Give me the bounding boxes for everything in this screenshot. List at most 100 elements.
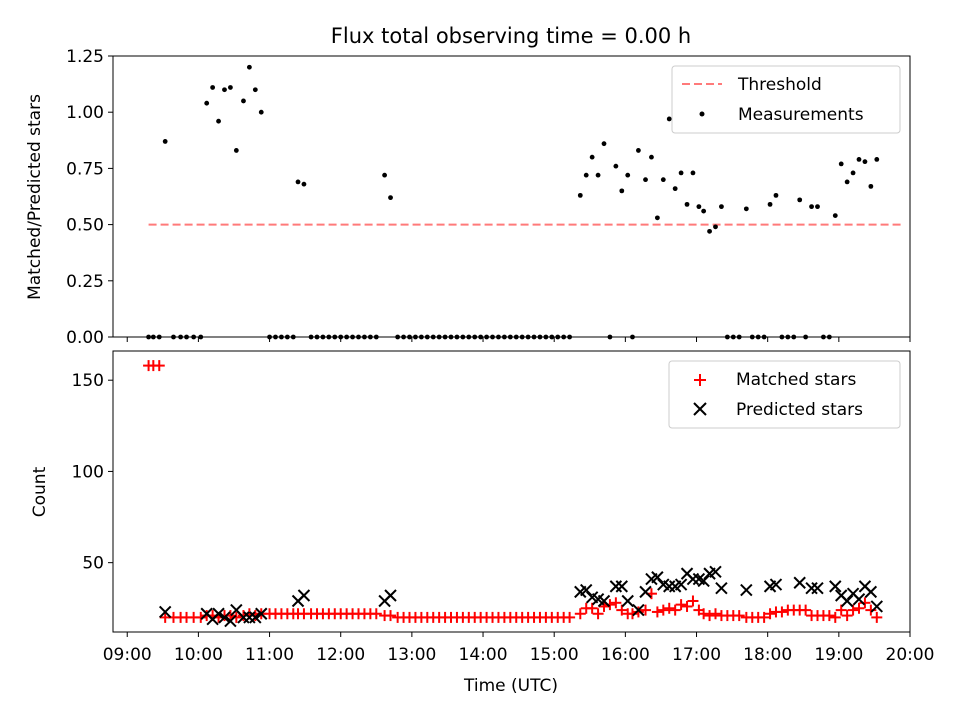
measurement-point [233, 148, 239, 153]
predicted-star-point [224, 614, 237, 628]
measurement-point [678, 170, 684, 176]
predicted-star-point [829, 580, 842, 593]
bottom-y-tick-label: 100 [72, 462, 104, 482]
measurement-point [874, 157, 880, 162]
matched-star-point [610, 597, 622, 609]
predicted-star-stroke-b [651, 571, 664, 584]
measurement-point [613, 163, 619, 169]
matched-star-point [758, 611, 770, 623]
matched-star-point [764, 608, 776, 620]
matched-star-point [841, 610, 853, 622]
bottom-x-tick-label: 11:00 [245, 645, 294, 665]
measurement-point [797, 197, 803, 203]
measurement-point [719, 204, 724, 210]
measurement-point [856, 157, 862, 162]
predicted-star-point [621, 594, 634, 608]
top-panel: 0.00 0.25 0.50 0.75 1.00 1.25 Matched/Predict… [25, 47, 911, 348]
measurement-point [636, 148, 641, 153]
predicted-star-point [709, 565, 722, 578]
predicted-star-point [609, 580, 623, 593]
predicted-star-point [632, 603, 645, 617]
measurement-point [850, 170, 856, 176]
measurement-point [258, 109, 264, 115]
measurement-point [601, 141, 607, 147]
predicted-star-stroke-b [858, 580, 872, 593]
predicted-star-stroke-b [591, 592, 605, 606]
predicted-star-stroke-b [680, 567, 694, 580]
measurement-point [868, 183, 874, 189]
legend-matched-label: Matched stars [736, 370, 856, 390]
predicted-star-stroke-b [585, 591, 599, 604]
measurement-point [809, 204, 814, 210]
matched-star-point [574, 608, 586, 620]
measurement-point [625, 172, 631, 178]
predicted-star-stroke-b [255, 607, 268, 620]
predicted-star-stroke-b [580, 583, 593, 597]
predicted-star-stroke-b [639, 585, 652, 599]
predicted-star-stroke-b [692, 572, 706, 586]
bottom-x-tick-label: 20:00 [886, 645, 935, 665]
predicted-star-stroke-b [829, 580, 842, 593]
predicted-star-stroke-b [846, 587, 860, 600]
matched-star-point [651, 606, 663, 618]
matched-star-point [564, 611, 576, 623]
bottom-x-tick-label: 18:00 [743, 645, 792, 665]
top-x-ticks [126, 337, 911, 342]
bottom-x-tick-label: 09:00 [103, 645, 152, 665]
bottom-panel: 50 100 150 09:00 10:00 11:00 12:00 13:00 14:00 1… [30, 350, 935, 696]
predicted-star-stroke-b [811, 582, 824, 595]
chart-title: Flux total observing time = 0.00 h [331, 24, 691, 48]
measurement-point [216, 118, 221, 124]
matched-star-point [586, 602, 598, 614]
measurement-point [666, 116, 672, 122]
measurement-point [252, 87, 258, 93]
top-y-tick-label: 0.00 [66, 328, 104, 348]
predicted-star-point [769, 578, 783, 591]
legend-measurements-label: Measurements [738, 105, 864, 125]
matched-star-point [604, 599, 616, 611]
matched-star-point [776, 606, 788, 618]
predicted-star-stroke-b [674, 578, 688, 591]
predicted-star-point [674, 578, 688, 591]
measurement-point [767, 201, 773, 207]
bottom-y-tick-label: 150 [72, 371, 104, 391]
predicted-star-stroke-b [615, 580, 629, 593]
matched-star-point [592, 608, 604, 620]
measurement-point [595, 172, 601, 178]
predicted-star-stroke-b [793, 576, 806, 589]
predicted-star-stroke-b [158, 605, 172, 619]
matched-star-point [709, 608, 721, 620]
measurement-point [583, 172, 589, 178]
measurement-point [672, 186, 678, 192]
measurement-point [295, 179, 301, 185]
measurement-point [690, 170, 696, 176]
matched-star-point [632, 606, 644, 618]
predicted-star-point [686, 572, 700, 586]
bottom-x-tick-label: 15:00 [530, 645, 579, 665]
predicted-star-stroke-b [224, 614, 237, 628]
measurement-point [301, 181, 307, 187]
top-y-tick-label: 1.25 [66, 47, 104, 67]
predicted-star-stroke-b [632, 603, 645, 617]
matched-star-point [859, 597, 871, 609]
matched-star-point [871, 611, 883, 623]
measurement-point [643, 177, 648, 183]
predicted-star-point [249, 611, 262, 624]
measurement-point [862, 159, 868, 165]
matched-star-point [823, 610, 835, 622]
matched-star-point [640, 604, 652, 616]
legend-matched-swatch [694, 374, 706, 386]
measurement-point [654, 215, 660, 221]
predicted-star-stroke-b [384, 589, 397, 602]
top-legend: Threshold Measurements [671, 65, 901, 134]
bottom-axes-frame [112, 350, 911, 633]
x-axis-label: Time (UTC) [463, 676, 558, 696]
measurement-point [832, 213, 838, 219]
predicted-star-point [597, 594, 611, 608]
predicted-star-stroke-b [852, 592, 866, 606]
predicted-star-point [715, 582, 728, 595]
measurement-point [210, 85, 216, 90]
measurement-point [246, 64, 252, 70]
predicted-star-stroke-b [212, 607, 225, 620]
legend-predicted-label: Predicted stars [736, 400, 863, 420]
